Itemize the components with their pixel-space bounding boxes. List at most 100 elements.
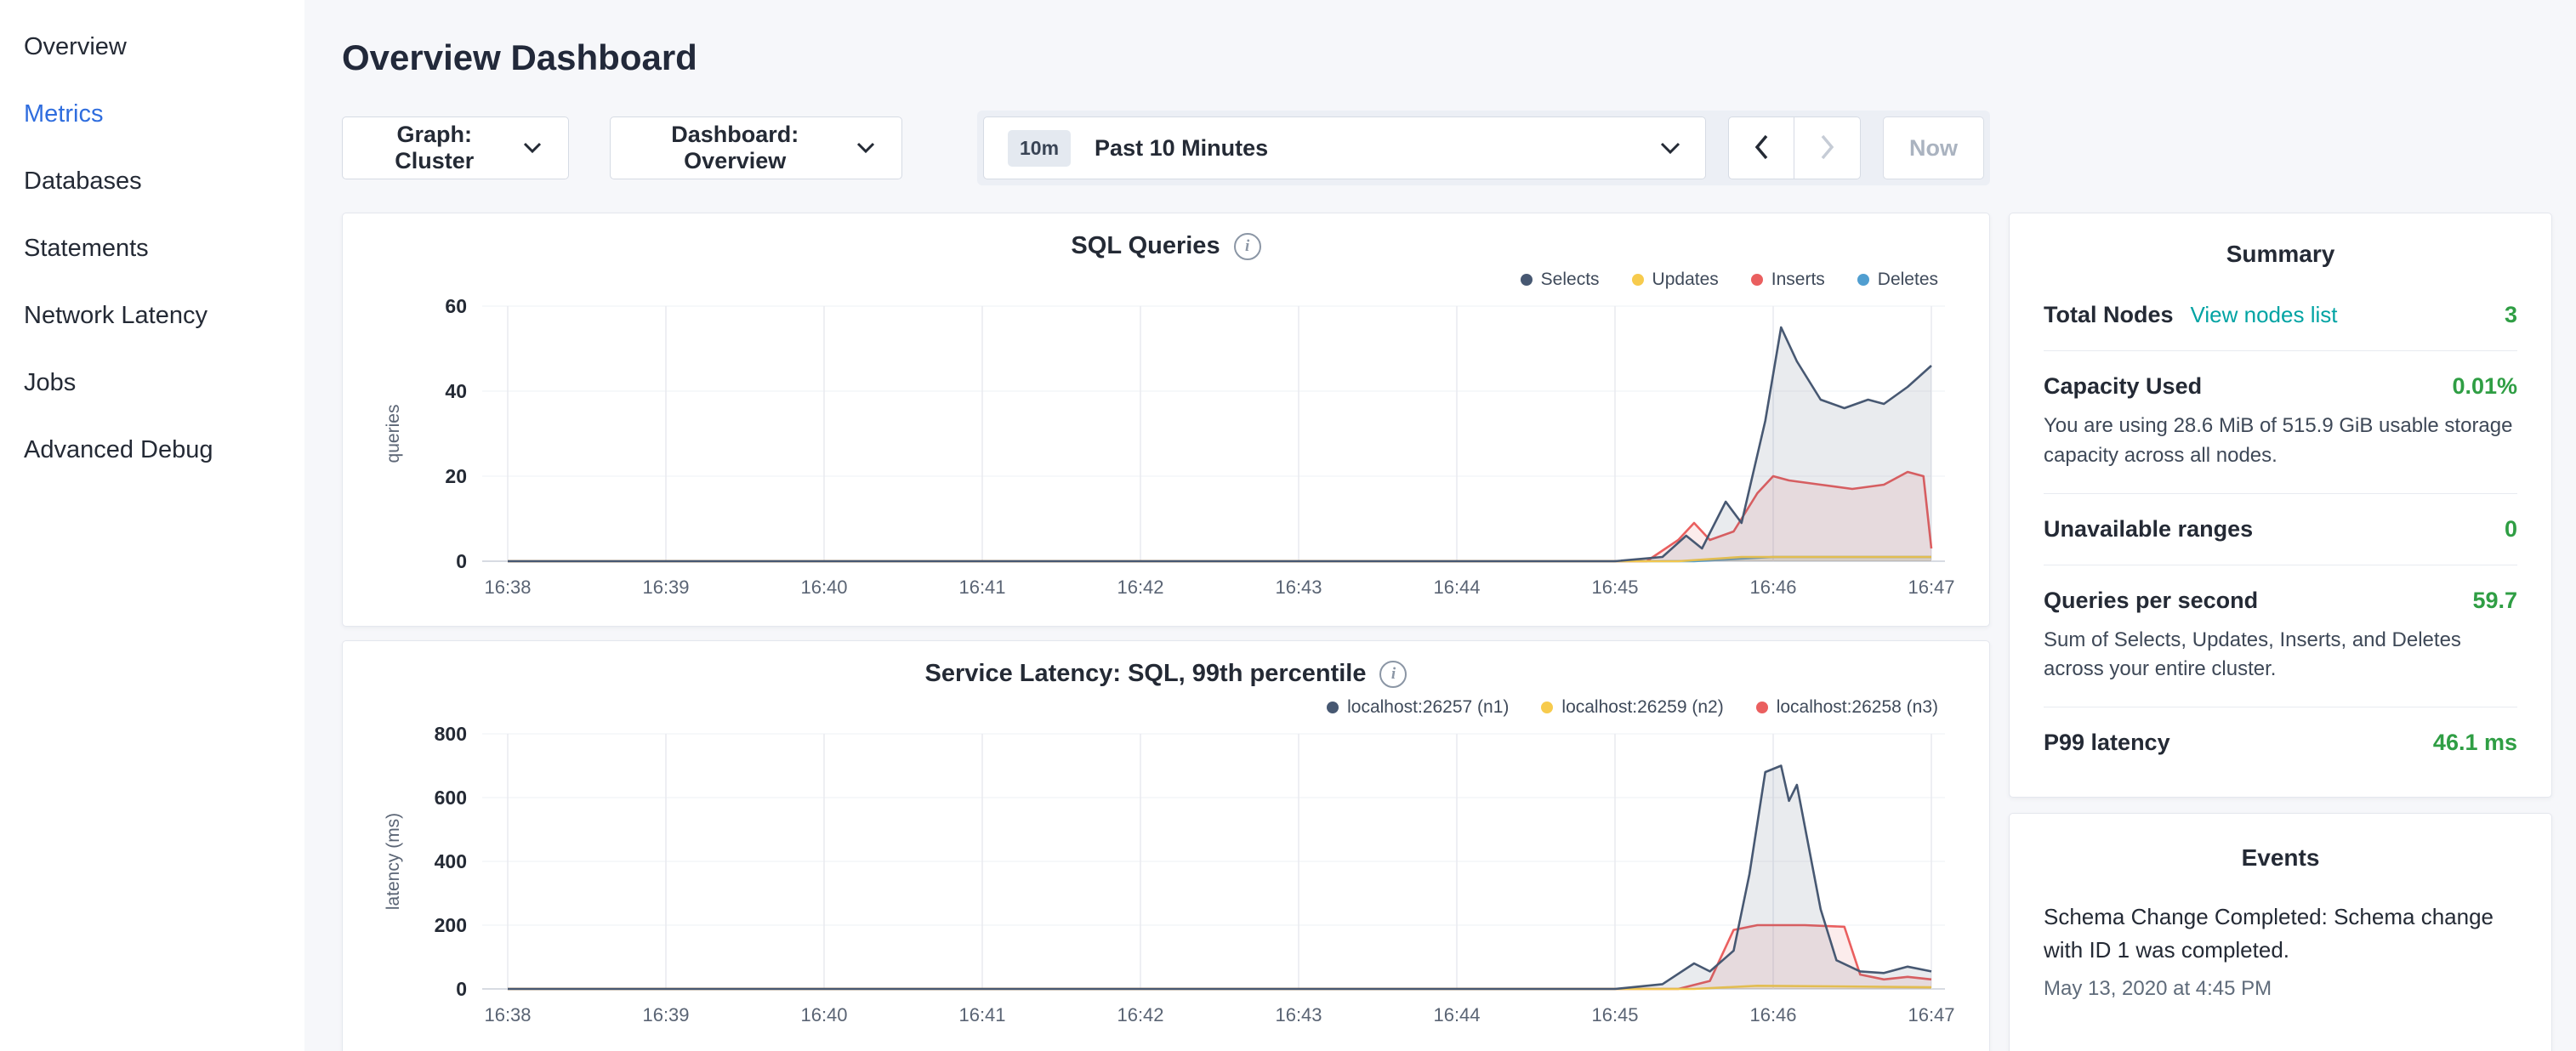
series-color-dot (1520, 274, 1533, 286)
summary-row-queries-per-second: Queries per second 59.7 Sum of Selects, … (2044, 565, 2517, 708)
event-timestamp: May 13, 2020 at 4:45 PM (2044, 977, 2272, 1000)
svg-text:16:39: 16:39 (642, 577, 689, 598)
svg-text:16:47: 16:47 (1908, 577, 1954, 598)
view-nodes-list-link[interactable]: View nodes list (2190, 302, 2338, 327)
sidebar: Overview Metrics Databases Statements Ne… (0, 0, 304, 1051)
sidebar-item-statements[interactable]: Statements (24, 235, 149, 262)
svg-text:40: 40 (445, 380, 467, 402)
svg-text:16:45: 16:45 (1591, 577, 1638, 598)
legend-item-updates: Updates (1631, 270, 1719, 290)
chevron-down-icon (856, 141, 876, 155)
legend-label: localhost:26259 (n2) (1561, 697, 1724, 717)
sidebar-item-metrics[interactable]: Metrics (24, 100, 104, 128)
legend-label: Updates (1652, 270, 1719, 289)
svg-text:16:41: 16:41 (958, 577, 1005, 598)
main-column: Overview Dashboard Graph: Cluster Dashbo… (342, 29, 1990, 1051)
events-panel: Events Schema Change Completed: Schema c… (2009, 813, 2552, 1051)
legend-item-selects: Selects (1520, 270, 1600, 290)
legend-label: Inserts (1771, 270, 1825, 289)
sidebar-item-advanced-debug[interactable]: Advanced Debug (24, 436, 213, 463)
time-range-dropdown[interactable]: 10m Past 10 Minutes (983, 116, 1706, 179)
svg-text:200: 200 (435, 914, 467, 936)
legend-label: localhost:26258 (n3) (1776, 697, 1938, 717)
sql-queries-chart[interactable]: 0 20 40 60 16:38 16:39 16:40 16:41 16:42 16:43 16:… (363, 298, 1970, 604)
svg-text:0: 0 (456, 978, 467, 1000)
series-color-dot (1541, 702, 1554, 713)
sidebar-item-network-latency[interactable]: Network Latency (24, 302, 208, 329)
service-latency-chart[interactable]: 0 200 400 600 800 16:38 16:39 16:40 16:41 16:42 16… (363, 725, 1970, 1031)
summary-label: P99 latency (2044, 730, 2170, 756)
summary-row-capacity-used: Capacity Used 0.01% You are using 28.6 M… (2044, 351, 2517, 494)
summary-description: You are using 28.6 MiB of 515.9 GiB usab… (2044, 414, 2513, 467)
legend-label: Selects (1540, 270, 1600, 289)
info-icon[interactable]: i (1233, 232, 1261, 260)
chart-legend: localhost:26257 (n1) localhost:26259 (n2… (363, 693, 1938, 722)
content-area: Overview Dashboard Graph: Cluster Dashbo… (304, 0, 2576, 1051)
svg-text:60: 60 (445, 298, 467, 317)
summary-value: 59.7 (2472, 587, 2517, 613)
now-button[interactable]: Now (1883, 116, 1984, 179)
svg-text:16:42: 16:42 (1117, 1004, 1163, 1025)
summary-value: 0 (2504, 515, 2517, 542)
summary-value: 3 (2504, 302, 2517, 327)
next-time-button[interactable] (1794, 116, 1861, 179)
series-color-dot (1755, 702, 1768, 713)
summary-row-unavailable-ranges: Unavailable ranges 0 (2044, 494, 2517, 565)
page-title: Overview Dashboard (342, 37, 697, 77)
time-range-badge: 10m (1008, 129, 1072, 167)
svg-text:16:38: 16:38 (484, 577, 531, 598)
dashboard-controls: Graph: Cluster Dashboard: Overview 10m P… (342, 111, 1990, 185)
sidebar-item-overview[interactable]: Overview (24, 33, 127, 60)
summary-value: 46.1 ms (2432, 730, 2517, 756)
svg-text:16:40: 16:40 (800, 577, 847, 598)
svg-text:16:42: 16:42 (1117, 577, 1163, 598)
svg-text:16:40: 16:40 (800, 1004, 847, 1025)
chevron-down-icon (522, 141, 543, 155)
graph-scope-dropdown[interactable]: Graph: Cluster (342, 116, 570, 179)
chevron-left-icon (1751, 133, 1771, 164)
svg-text:0: 0 (456, 550, 467, 572)
chart-title: SQL Queries (1071, 232, 1220, 259)
chevron-right-icon (1817, 133, 1838, 164)
chart-title-row: SQL Queries i (363, 213, 1969, 260)
legend-label: localhost:26257 (n1) (1347, 697, 1510, 717)
svg-text:16:44: 16:44 (1433, 1004, 1480, 1025)
sql-queries-chart-card: SQL Queries i Selects Updates Inserts (342, 213, 1990, 627)
legend-item-n3: localhost:26258 (n3) (1755, 697, 1938, 718)
svg-text:16:47: 16:47 (1908, 1004, 1954, 1025)
summary-panel: Summary Total Nodes View nodes list 3 Ca… (2009, 213, 2552, 798)
series-color-dot (1750, 274, 1763, 286)
svg-text:16:43: 16:43 (1275, 577, 1322, 598)
previous-time-button[interactable] (1728, 116, 1794, 179)
summary-label: Unavailable ranges (2044, 515, 2254, 542)
info-icon[interactable]: i (1379, 660, 1407, 688)
series-color-dot (1631, 274, 1644, 286)
series-color-dot (1327, 702, 1339, 713)
summary-title: Summary (2226, 241, 2335, 267)
time-controls-panel: 10m Past 10 Minutes (977, 111, 1990, 185)
summary-label: Capacity Used (2044, 373, 2203, 399)
right-column: Summary Total Nodes View nodes list 3 Ca… (2009, 29, 2552, 1051)
service-latency-chart-card: Service Latency: SQL, 99th percentile i … (342, 640, 1990, 1051)
series-color-dot (1857, 274, 1869, 286)
legend-item-deletes: Deletes (1857, 270, 1938, 290)
event-message: Schema Change Completed: Schema change w… (2044, 904, 2494, 963)
sidebar-item-databases[interactable]: Databases (24, 168, 142, 195)
time-range-value: Past 10 Minutes (1095, 134, 1269, 161)
svg-text:600: 600 (435, 787, 467, 809)
event-item: Schema Change Completed: Schema change w… (2044, 900, 2517, 1001)
summary-label: Total Nodes (2044, 302, 2174, 327)
dashboard-select-dropdown[interactable]: Dashboard: Overview (610, 116, 902, 179)
events-title: Events (2241, 844, 2320, 871)
svg-text:800: 800 (435, 725, 467, 745)
chart-title: Service Latency: SQL, 99th percentile (924, 660, 1367, 687)
chart-legend: Selects Updates Inserts Deletes (363, 265, 1938, 294)
legend-item-n1: localhost:26257 (n1) (1327, 697, 1509, 718)
summary-label: Queries per second (2044, 587, 2259, 613)
sidebar-item-jobs[interactable]: Jobs (24, 369, 77, 396)
legend-label: Deletes (1877, 270, 1938, 289)
graph-scope-label: Graph: Cluster (395, 122, 475, 173)
svg-text:20: 20 (445, 465, 467, 487)
svg-text:latency (ms): latency (ms) (384, 813, 403, 910)
